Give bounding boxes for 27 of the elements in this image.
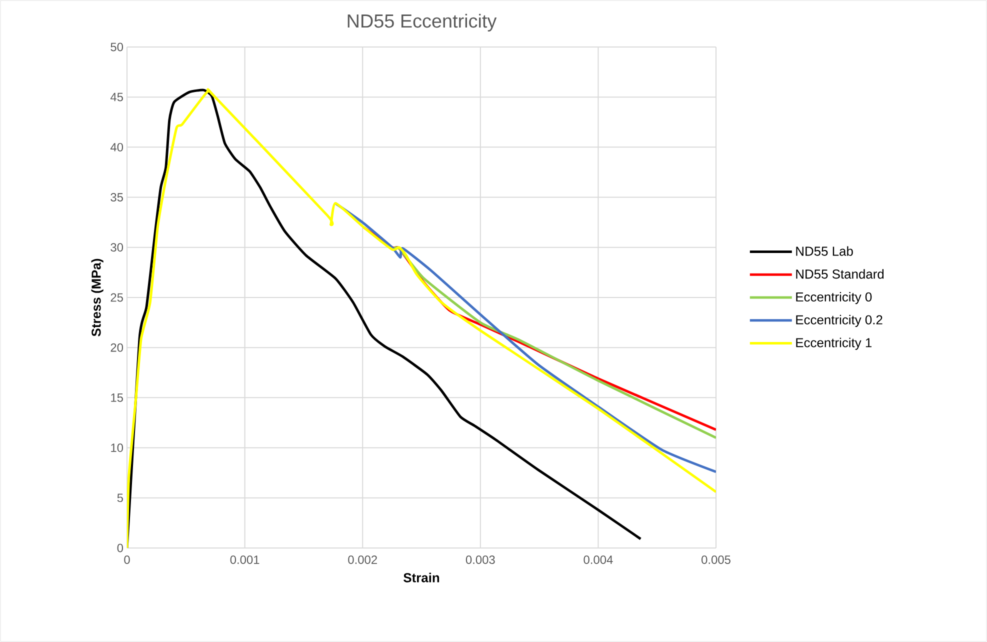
y-tick-label: 10 — [111, 444, 124, 452]
x-axis-title: Strain — [404, 572, 440, 582]
y-tick-label: 45 — [110, 92, 123, 102]
y-tick-label: 25 — [110, 293, 123, 302]
legend-label: Eccentricity 0 — [796, 292, 872, 304]
y-tick-label: 20 — [110, 343, 124, 352]
x-tick-label: 0.002 — [348, 556, 377, 564]
line-series — [334, 202, 716, 474]
x-tick-label: 0.001 — [230, 556, 260, 564]
y-tick-label: 40 — [110, 142, 124, 152]
x-tick-label: 0 — [124, 556, 130, 564]
x-tick-label: 0.003 — [466, 556, 495, 564]
y-axis-title: Stress (MPa) — [91, 258, 104, 336]
x-tick-label: 0.004 — [584, 556, 613, 564]
y-tick-label: 15 — [111, 394, 123, 402]
y-tick-label: 35 — [110, 193, 123, 202]
line-series — [390, 246, 716, 440]
legend-label: ND55 Lab — [796, 246, 853, 256]
legend-label: Eccentricity 0.2 — [796, 314, 882, 327]
y-tick-label: 5 — [117, 494, 123, 502]
legend-label: Eccentricity 1 — [796, 338, 872, 350]
y-tick-label: 30 — [110, 243, 124, 252]
y-tick-label: 0 — [117, 544, 124, 552]
y-tick-label: 50 — [110, 42, 124, 52]
chart-title: ND55 Eccentricity — [348, 14, 497, 32]
x-tick-label: 0.005 — [702, 556, 730, 564]
legend-label: ND55 Standard — [796, 269, 884, 279]
